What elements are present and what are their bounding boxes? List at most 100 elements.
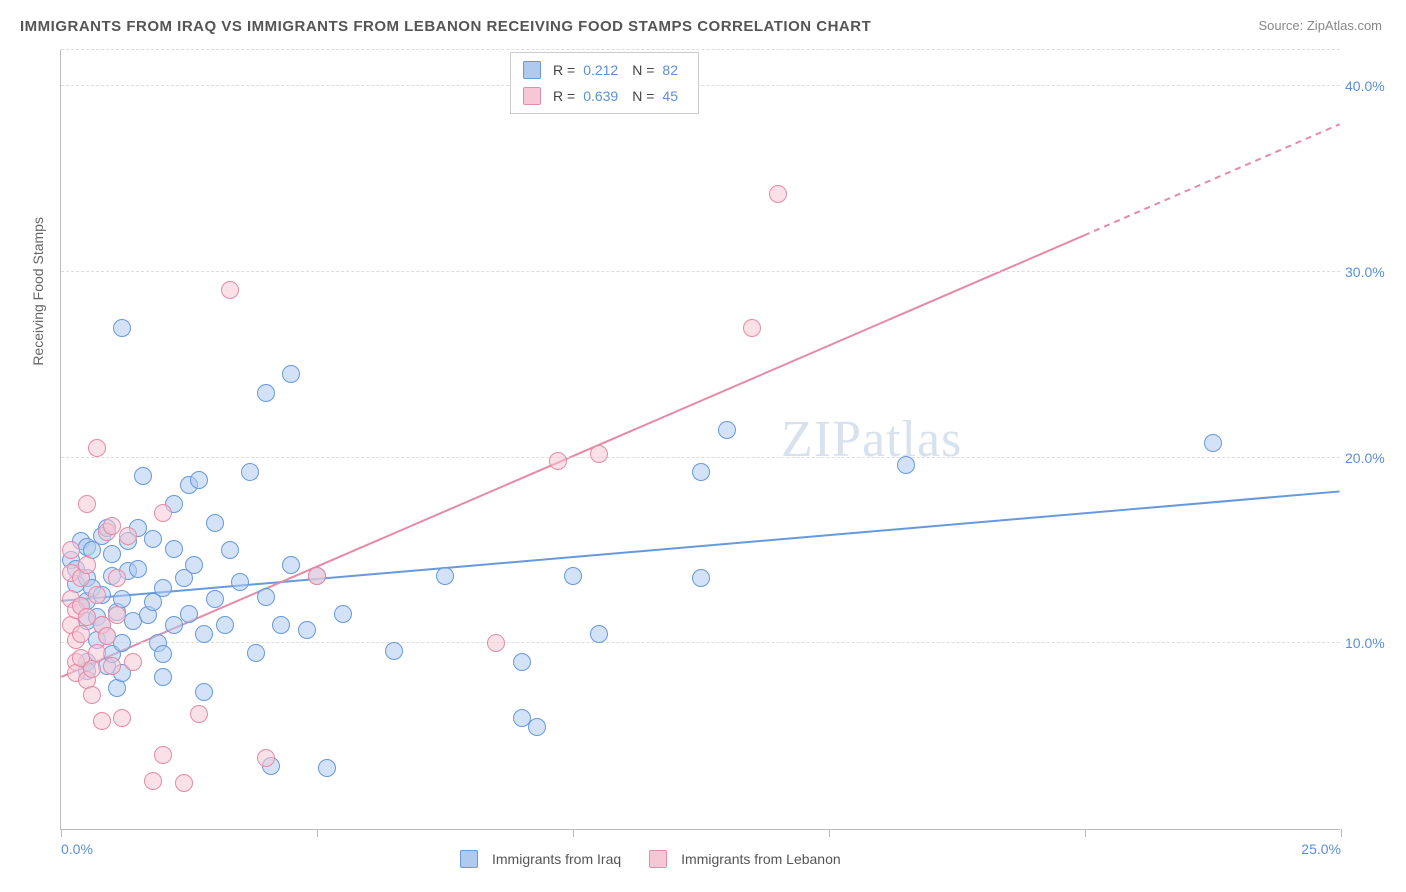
data-point [513, 653, 531, 671]
data-point [298, 621, 316, 639]
data-point [144, 593, 162, 611]
gridline [61, 85, 1340, 86]
data-point [165, 540, 183, 558]
data-point [88, 644, 106, 662]
data-point [769, 185, 787, 203]
data-point [108, 606, 126, 624]
x-tick-label: 25.0% [1301, 841, 1341, 857]
stats-row-iraq: R = 0.212 N = 82 [523, 57, 686, 83]
data-point [692, 463, 710, 481]
data-point [103, 545, 121, 563]
data-point [129, 560, 147, 578]
data-point [257, 749, 275, 767]
data-point [282, 365, 300, 383]
data-point [83, 686, 101, 704]
data-point [282, 556, 300, 574]
y-tick-label: 20.0% [1345, 450, 1400, 466]
data-point [590, 625, 608, 643]
x-tick [317, 829, 318, 837]
data-point [98, 627, 116, 645]
data-point [88, 439, 106, 457]
data-point [1204, 434, 1222, 452]
legend-item-lebanon: Immigrants from Lebanon [649, 850, 841, 868]
data-point [272, 616, 290, 634]
data-point [528, 718, 546, 736]
data-point [78, 556, 96, 574]
data-point [78, 495, 96, 513]
x-tick [1341, 829, 1342, 837]
y-axis-label: Receiving Food Stamps [30, 217, 46, 366]
data-point [692, 569, 710, 587]
data-point [185, 556, 203, 574]
data-point [897, 456, 915, 474]
y-tick-label: 30.0% [1345, 264, 1400, 280]
legend-label-lebanon: Immigrants from Lebanon [681, 851, 841, 867]
data-point [257, 588, 275, 606]
data-point [134, 467, 152, 485]
data-point [154, 579, 172, 597]
gridline [61, 457, 1340, 458]
data-point [590, 445, 608, 463]
data-point [318, 759, 336, 777]
x-tick [1085, 829, 1086, 837]
data-point [119, 527, 137, 545]
data-point [113, 590, 131, 608]
trend-lines [61, 50, 1340, 829]
data-point [385, 642, 403, 660]
data-point [308, 567, 326, 585]
data-point [83, 660, 101, 678]
data-point [113, 634, 131, 652]
data-point [108, 569, 126, 587]
x-tick-label: 0.0% [61, 841, 93, 857]
gridline [61, 271, 1340, 272]
legend-item-iraq: Immigrants from Iraq [460, 850, 621, 868]
data-point [113, 319, 131, 337]
source-label: Source: ZipAtlas.com [1258, 18, 1382, 33]
data-point [124, 653, 142, 671]
data-point [231, 573, 249, 591]
data-point [216, 616, 234, 634]
y-tick-label: 10.0% [1345, 635, 1400, 651]
data-point [154, 504, 172, 522]
data-point [113, 709, 131, 727]
data-point [190, 705, 208, 723]
data-point [154, 746, 172, 764]
data-point [247, 644, 265, 662]
data-point [72, 625, 90, 643]
data-point [154, 668, 172, 686]
watermark: ZIPatlas [781, 410, 962, 469]
data-point [93, 712, 111, 730]
data-point [154, 645, 172, 663]
legend-label-iraq: Immigrants from Iraq [492, 851, 621, 867]
data-point [718, 421, 736, 439]
data-point [206, 590, 224, 608]
r-label: R = [553, 57, 575, 83]
data-point [88, 586, 106, 604]
swatch-lebanon [523, 87, 541, 105]
data-point [175, 774, 193, 792]
r-value-lebanon: 0.639 [583, 83, 618, 109]
n-label: N = [632, 83, 654, 109]
r-label: R = [553, 83, 575, 109]
data-point [180, 605, 198, 623]
swatch-lebanon [649, 850, 667, 868]
data-point [334, 605, 352, 623]
data-point [103, 657, 121, 675]
data-point [487, 634, 505, 652]
swatch-iraq [523, 61, 541, 79]
data-point [165, 616, 183, 634]
x-tick [573, 829, 574, 837]
data-point [257, 384, 275, 402]
data-point [436, 567, 454, 585]
data-point [144, 530, 162, 548]
plot-area: ZIPatlas 10.0%20.0%30.0%40.0%0.0%25.0% [60, 50, 1340, 830]
data-point [241, 463, 259, 481]
data-point [144, 772, 162, 790]
x-tick [829, 829, 830, 837]
y-tick-label: 40.0% [1345, 78, 1400, 94]
n-value-iraq: 82 [662, 57, 678, 83]
data-point [195, 625, 213, 643]
data-point [549, 452, 567, 470]
n-value-lebanon: 45 [662, 83, 678, 109]
data-point [221, 541, 239, 559]
